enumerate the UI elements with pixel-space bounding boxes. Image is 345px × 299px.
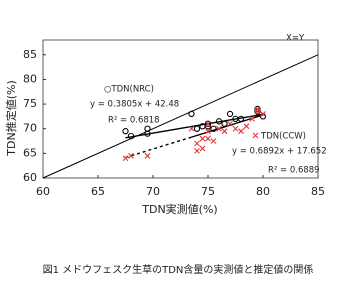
point — [237, 115, 245, 123]
annotation: X=Y — [286, 34, 305, 44]
y-axis-label: TDN推定値(%) — [4, 80, 18, 156]
point — [205, 135, 211, 142]
point — [232, 125, 239, 132]
y-tick-label: 75 — [23, 97, 37, 110]
point — [204, 120, 212, 127]
point — [205, 120, 211, 127]
point — [122, 155, 129, 162]
fit-line — [125, 113, 264, 139]
point — [260, 111, 266, 117]
point — [127, 132, 135, 140]
point — [227, 120, 233, 127]
point — [238, 128, 244, 135]
x-tick-label: 60 — [36, 185, 50, 198]
point — [144, 125, 151, 132]
x-tick-label: 70 — [146, 185, 160, 198]
point — [221, 128, 228, 135]
y-tick-label: 65 — [23, 146, 37, 159]
point — [221, 120, 228, 127]
point — [144, 152, 151, 159]
x-tick-label: 65 — [91, 185, 105, 198]
legend-label: TDN(CCW) — [260, 132, 306, 142]
point — [193, 125, 201, 132]
fit-line — [42, 54, 319, 179]
point — [194, 140, 200, 147]
y-tick-label: 70 — [23, 122, 37, 135]
point — [226, 110, 234, 118]
annotation: R² = 0.6818 — [108, 116, 160, 126]
point — [210, 125, 217, 132]
point — [254, 106, 261, 112]
fit-line — [125, 136, 192, 159]
plot-frame — [42, 39, 319, 179]
x-tick-label: 80 — [256, 185, 270, 198]
point — [205, 128, 211, 135]
point — [188, 125, 195, 132]
point — [216, 125, 222, 132]
point — [254, 108, 261, 115]
annotation: y = 0.6892x + 17.652 — [232, 147, 327, 157]
point — [243, 123, 250, 130]
legend-label: ○TDN(NRC) — [104, 85, 154, 95]
y-tick-label: 60 — [23, 171, 37, 184]
point — [210, 138, 217, 144]
point — [188, 110, 195, 118]
y-tick-label: 80 — [23, 72, 37, 85]
point — [199, 145, 206, 152]
caption: 図1 メドウフェスク生草のTDN含量の実測値と推定値の関係 — [43, 263, 314, 276]
point — [215, 118, 223, 125]
y-tick-label: 85 — [23, 48, 37, 61]
point — [128, 152, 134, 159]
annotation: R² = 0.6889 — [268, 166, 320, 176]
annotation: y = 0.3805x + 42.48 — [90, 100, 179, 110]
x-tick-label: 75 — [201, 185, 215, 198]
x-tick-label: 85 — [311, 185, 325, 198]
point — [122, 128, 129, 135]
point — [194, 148, 200, 154]
legend-marker — [252, 132, 259, 139]
point — [199, 135, 206, 142]
x-axis-label: TDN実測値(%) — [141, 202, 217, 216]
point — [249, 115, 255, 122]
